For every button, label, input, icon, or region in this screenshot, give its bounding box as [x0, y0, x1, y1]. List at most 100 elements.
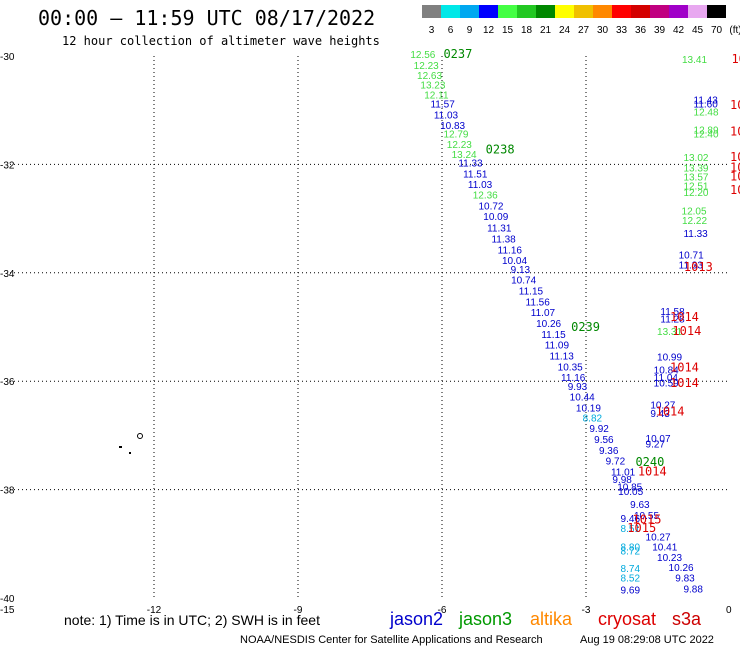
color-scale-swatch	[574, 5, 593, 18]
color-scale-label: 12	[482, 25, 495, 36]
data-point-label: 10.35	[558, 362, 583, 373]
color-scale-label: 36	[634, 25, 647, 36]
data-point-label: 10.27	[646, 533, 671, 544]
data-point-label: 12.51	[683, 181, 708, 192]
data-point-label: 9.98	[612, 475, 632, 486]
color-scale-label: 15	[501, 25, 514, 36]
chart-annotation: 0237	[443, 47, 472, 61]
data-point-label: 11.07	[531, 308, 556, 319]
data-point-label: 11.16	[498, 245, 523, 256]
chart-annotation: 101	[731, 52, 740, 66]
data-point-label: 12.36	[473, 191, 498, 202]
chart-annotation: 1013	[730, 160, 740, 174]
color-scale-swatch	[536, 5, 555, 18]
color-scale-swatch	[441, 5, 460, 18]
data-point-label: 11.51	[463, 169, 488, 180]
data-point-label: 9.13	[511, 265, 531, 276]
color-scale-swatch	[498, 5, 517, 18]
color-scale-swatch	[612, 5, 631, 18]
data-point-label: 11.31	[487, 224, 512, 235]
color-scale-label: 42	[672, 25, 685, 36]
x-tick-label: 0	[726, 605, 732, 616]
data-point-label: 9.93	[568, 382, 588, 393]
chart-annotation: 1014	[656, 404, 685, 418]
page-title: 00:00 – 11:59 UTC 08/17/2022	[38, 6, 376, 30]
legend-cryosat: cryosat	[598, 609, 657, 629]
color-scale-swatch	[707, 5, 726, 18]
color-scale-label: 30	[596, 25, 609, 36]
data-point-label: 13.02	[683, 153, 708, 164]
data-point-label: 9.43	[650, 409, 670, 420]
data-point-label: 11.56	[526, 297, 551, 308]
data-point-label: 11.58	[660, 307, 685, 318]
data-point-label: 10.26	[536, 319, 561, 330]
legend-jason3: jason3	[459, 609, 513, 629]
data-point-label: 11.15	[519, 286, 544, 297]
x-tick-label: -15	[0, 605, 15, 616]
data-point-label: 11.13	[550, 352, 575, 363]
data-point-label: 12.40	[694, 129, 719, 140]
data-point-label: 8.80	[621, 542, 641, 553]
color-scale-label: 39	[653, 25, 666, 36]
chart-annotation: 0238	[486, 143, 515, 157]
color-scale-label: 21	[539, 25, 552, 36]
data-point-label: 11.03	[434, 110, 459, 121]
x-tick-label: -6	[438, 605, 447, 616]
color-scale-swatch	[460, 5, 479, 18]
chart-annotation: 1013	[730, 183, 740, 197]
y-tick-label: -34	[0, 269, 15, 280]
color-scale-swatch	[593, 5, 612, 18]
data-point-label: 10.19	[576, 404, 601, 415]
y-tick-label: -32	[0, 160, 15, 171]
data-point-label: 11.04	[654, 373, 679, 384]
legend-jason2: jason2	[390, 609, 444, 629]
color-scale-swatch	[479, 5, 498, 18]
data-point-label: 10.05	[618, 487, 643, 498]
color-scale-label: 6	[447, 25, 454, 36]
color-scale-label: 24	[558, 25, 571, 36]
data-point-label: 10.04	[502, 256, 527, 267]
legend-altika: altika	[530, 609, 573, 629]
data-point-label: 10.99	[657, 353, 682, 364]
data-point-label: 9.27	[646, 439, 666, 450]
chart-annotation: 0239	[571, 320, 600, 334]
note-text: note: 1) Time is in UTC; 2) SWH is in fe…	[64, 612, 320, 628]
chart-annotation: 1015	[633, 513, 662, 527]
data-point-label: 10.09	[483, 212, 508, 223]
chart-annotation: 1014	[670, 310, 699, 324]
data-point-label: 13.39	[683, 163, 708, 174]
x-tick-label: -9	[294, 605, 303, 616]
color-scale-label: 70	[710, 25, 723, 36]
data-point-label: 11.09	[545, 341, 570, 352]
chart-annotation: 1013	[730, 150, 740, 164]
data-point-label: 8.51	[621, 524, 641, 535]
data-point-label: 12.56	[410, 50, 435, 61]
data-point-label: 11.16	[561, 373, 586, 384]
color-scale-swatch	[650, 5, 669, 18]
color-scale-swatch	[422, 5, 441, 18]
data-point-label: 9.92	[589, 424, 609, 435]
data-point-label: 8.72	[621, 547, 641, 558]
color-scale-swatch	[555, 5, 574, 18]
data-point-label: 10.85	[617, 483, 642, 494]
color-scale-swatch	[688, 5, 707, 18]
color-scale-label: 3	[428, 25, 435, 36]
chart-annotation: 0240	[635, 455, 664, 469]
data-point-label: 11.15	[541, 330, 566, 341]
data-point-label: 10.23	[657, 553, 682, 564]
x-tick-label: -12	[147, 605, 162, 616]
chart-annotation: 1014	[670, 360, 699, 374]
data-point-label: 10.44	[570, 393, 595, 404]
data-point-label: 9.72	[606, 457, 626, 468]
chart-annotation: 1013	[684, 260, 713, 274]
island-mark	[129, 452, 131, 454]
island-mark	[137, 433, 143, 439]
data-point-label: 10.07	[646, 434, 671, 445]
data-point-label: 13.31	[657, 327, 682, 338]
color-scale-label: 33	[615, 25, 628, 36]
data-point-label: 12.79	[443, 129, 468, 140]
data-point-label: 12.89	[694, 126, 719, 137]
data-point-label: 12.48	[694, 108, 719, 119]
data-point-label: 10.84	[654, 366, 679, 377]
data-point-label: 11.01	[611, 468, 636, 479]
